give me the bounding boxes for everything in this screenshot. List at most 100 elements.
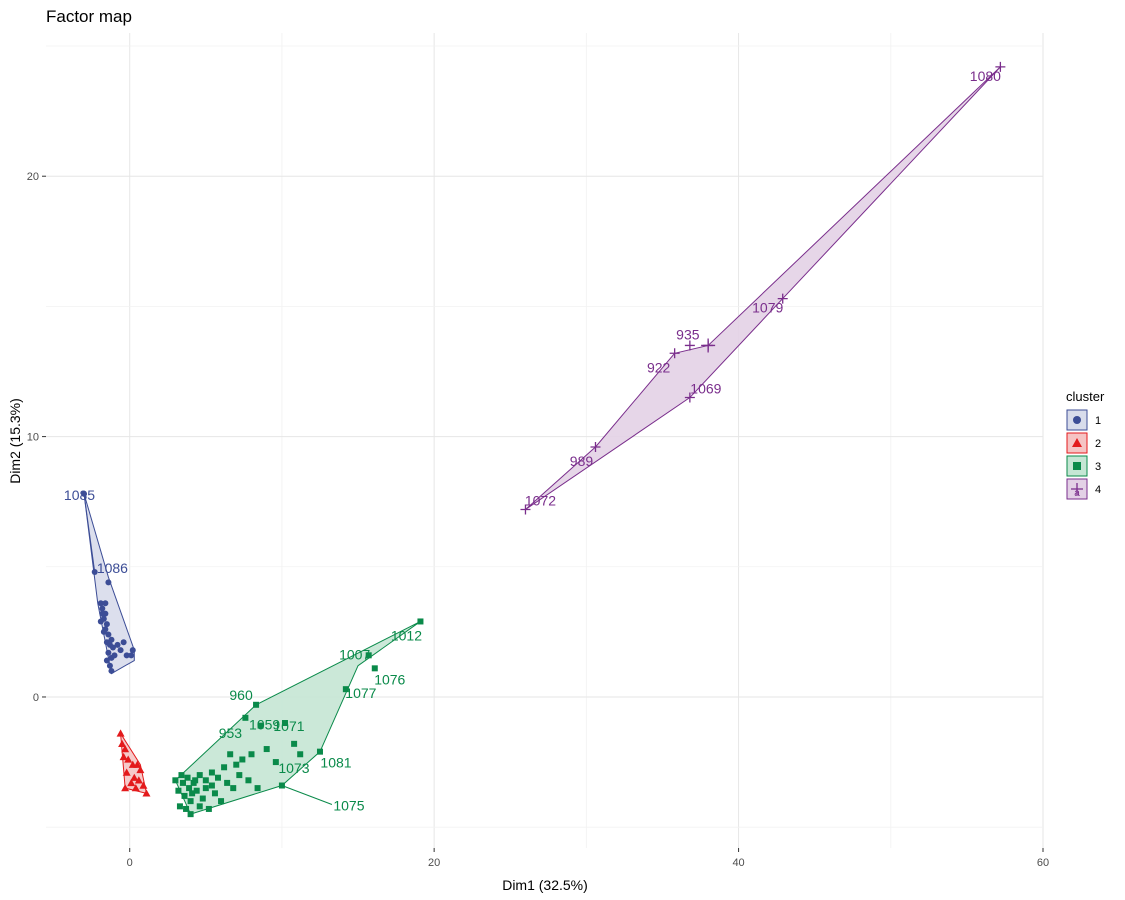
cluster-3-point bbox=[365, 652, 372, 659]
x-tick-label: 0 bbox=[127, 857, 133, 869]
cluster-3-point bbox=[297, 751, 304, 758]
x-axis-title: Dim1 (32.5%) bbox=[502, 877, 588, 893]
cluster-4-centroid bbox=[701, 338, 716, 353]
point-label-1076: 1076 bbox=[374, 671, 405, 687]
cluster-4-point bbox=[684, 340, 695, 351]
cluster-3-point bbox=[221, 764, 228, 771]
y-tick-label: 0 bbox=[33, 692, 39, 704]
cluster-3-point bbox=[236, 772, 243, 779]
point-label-960: 960 bbox=[229, 687, 253, 703]
legend-label-2: 2 bbox=[1095, 438, 1101, 450]
cluster-4-point bbox=[684, 392, 695, 403]
cluster-3-point bbox=[205, 805, 212, 812]
cluster-3-point bbox=[233, 761, 240, 768]
legend-symbol-1 bbox=[1073, 416, 1081, 424]
cluster-3-point bbox=[281, 720, 288, 727]
cluster-2-point bbox=[124, 755, 133, 763]
cluster-3-point bbox=[187, 811, 194, 818]
legend-label-glyph: a bbox=[1074, 488, 1080, 499]
grid bbox=[46, 33, 1044, 848]
point-label-1069: 1069 bbox=[690, 381, 721, 397]
cluster-3-point bbox=[196, 803, 203, 810]
point-label-1079: 1079 bbox=[752, 300, 783, 316]
point-label-1072: 1072 bbox=[525, 493, 556, 509]
point-label-1081: 1081 bbox=[320, 755, 351, 771]
cluster-1-point bbox=[103, 621, 110, 628]
cluster-2-point bbox=[139, 781, 148, 789]
point-label-1059: 1059 bbox=[249, 717, 280, 733]
cluster-3-point bbox=[176, 803, 183, 810]
cluster-3-point bbox=[192, 777, 199, 784]
cluster-3-point bbox=[263, 746, 270, 753]
cluster-2-point bbox=[130, 773, 139, 781]
cluster-1-point bbox=[100, 628, 107, 635]
cluster-3-point bbox=[239, 756, 246, 763]
cluster-2-point bbox=[116, 729, 125, 737]
point-label-1085: 1085 bbox=[64, 487, 95, 503]
cluster-hulls bbox=[83, 66, 1001, 815]
cluster-3-point bbox=[371, 665, 378, 672]
point-label-935: 935 bbox=[676, 326, 700, 342]
cluster-2-point bbox=[142, 789, 151, 797]
axes: 0 20 40 60 0 10 20 bbox=[27, 171, 1049, 869]
cluster-3-point bbox=[196, 772, 203, 779]
cluster-3-point bbox=[193, 787, 200, 794]
point-label-989: 989 bbox=[570, 453, 594, 469]
cluster-1-point bbox=[103, 657, 110, 664]
cluster-1-point bbox=[114, 641, 121, 648]
cluster-2-point bbox=[131, 784, 140, 792]
cluster-1-point bbox=[108, 667, 115, 674]
point-label-1007: 1007 bbox=[339, 646, 370, 662]
cluster-2-point bbox=[119, 752, 128, 761]
cluster-4-point bbox=[520, 504, 531, 515]
label-leader-line bbox=[83, 493, 96, 573]
x-tick-label: 40 bbox=[732, 857, 744, 869]
cluster-3-point bbox=[187, 798, 194, 805]
legend-label-4: 4 bbox=[1095, 484, 1101, 496]
legend-title: cluster bbox=[1066, 389, 1105, 404]
cluster-1-point bbox=[102, 600, 109, 607]
point-label-953: 953 bbox=[219, 725, 243, 741]
cluster-3-point bbox=[242, 714, 249, 721]
cluster-1-point bbox=[129, 647, 136, 654]
cluster-2-point bbox=[136, 765, 145, 774]
cluster-1-point bbox=[123, 652, 130, 659]
point-label-1077: 1077 bbox=[345, 685, 376, 701]
cluster-3-point bbox=[199, 795, 206, 802]
cluster-3-point bbox=[211, 790, 218, 797]
cluster-3-point bbox=[181, 792, 188, 799]
y-axis-title: Dim2 (15.3%) bbox=[7, 398, 23, 484]
point-label-1075: 1075 bbox=[333, 798, 364, 814]
x-tick-label: 20 bbox=[428, 857, 440, 869]
cluster-4-point bbox=[995, 61, 1006, 72]
cluster-3-point bbox=[316, 748, 323, 755]
cluster-3-point bbox=[215, 774, 222, 781]
cluster-1-point bbox=[105, 649, 112, 656]
cluster-1-point bbox=[117, 647, 124, 654]
cluster-3-point bbox=[254, 785, 261, 792]
cluster-2-point bbox=[134, 776, 143, 784]
point-label-1086: 1086 bbox=[97, 560, 128, 576]
cluster-1-point bbox=[108, 636, 115, 643]
cluster-3-point bbox=[291, 740, 298, 747]
cluster-2-point bbox=[121, 784, 130, 792]
legend-symbol-4 bbox=[1071, 483, 1083, 495]
point-label-1073: 1073 bbox=[278, 760, 309, 776]
cluster-4-point bbox=[590, 442, 601, 453]
cluster-3-point bbox=[189, 790, 196, 797]
legend-label-1: 1 bbox=[1095, 415, 1101, 427]
cluster-3-point bbox=[227, 751, 234, 758]
cluster-3-point bbox=[186, 785, 193, 792]
cluster-3-point bbox=[183, 805, 190, 812]
cluster-1-point bbox=[97, 618, 104, 625]
point-label-1080: 1080 bbox=[970, 68, 1001, 84]
cluster-1-point bbox=[111, 652, 118, 659]
legend-symbol-3 bbox=[1073, 462, 1081, 470]
x-tick-label: 60 bbox=[1037, 857, 1049, 869]
cluster-3-point bbox=[202, 777, 209, 784]
cluster-3-point bbox=[253, 701, 260, 708]
point-label-922: 922 bbox=[647, 359, 671, 375]
point-labels: 1085 1086 1007 1012 1076 960 1071 1077 953 1059 10… bbox=[64, 68, 1001, 814]
cluster-2-point bbox=[133, 760, 142, 768]
cluster-3-point bbox=[178, 772, 185, 779]
